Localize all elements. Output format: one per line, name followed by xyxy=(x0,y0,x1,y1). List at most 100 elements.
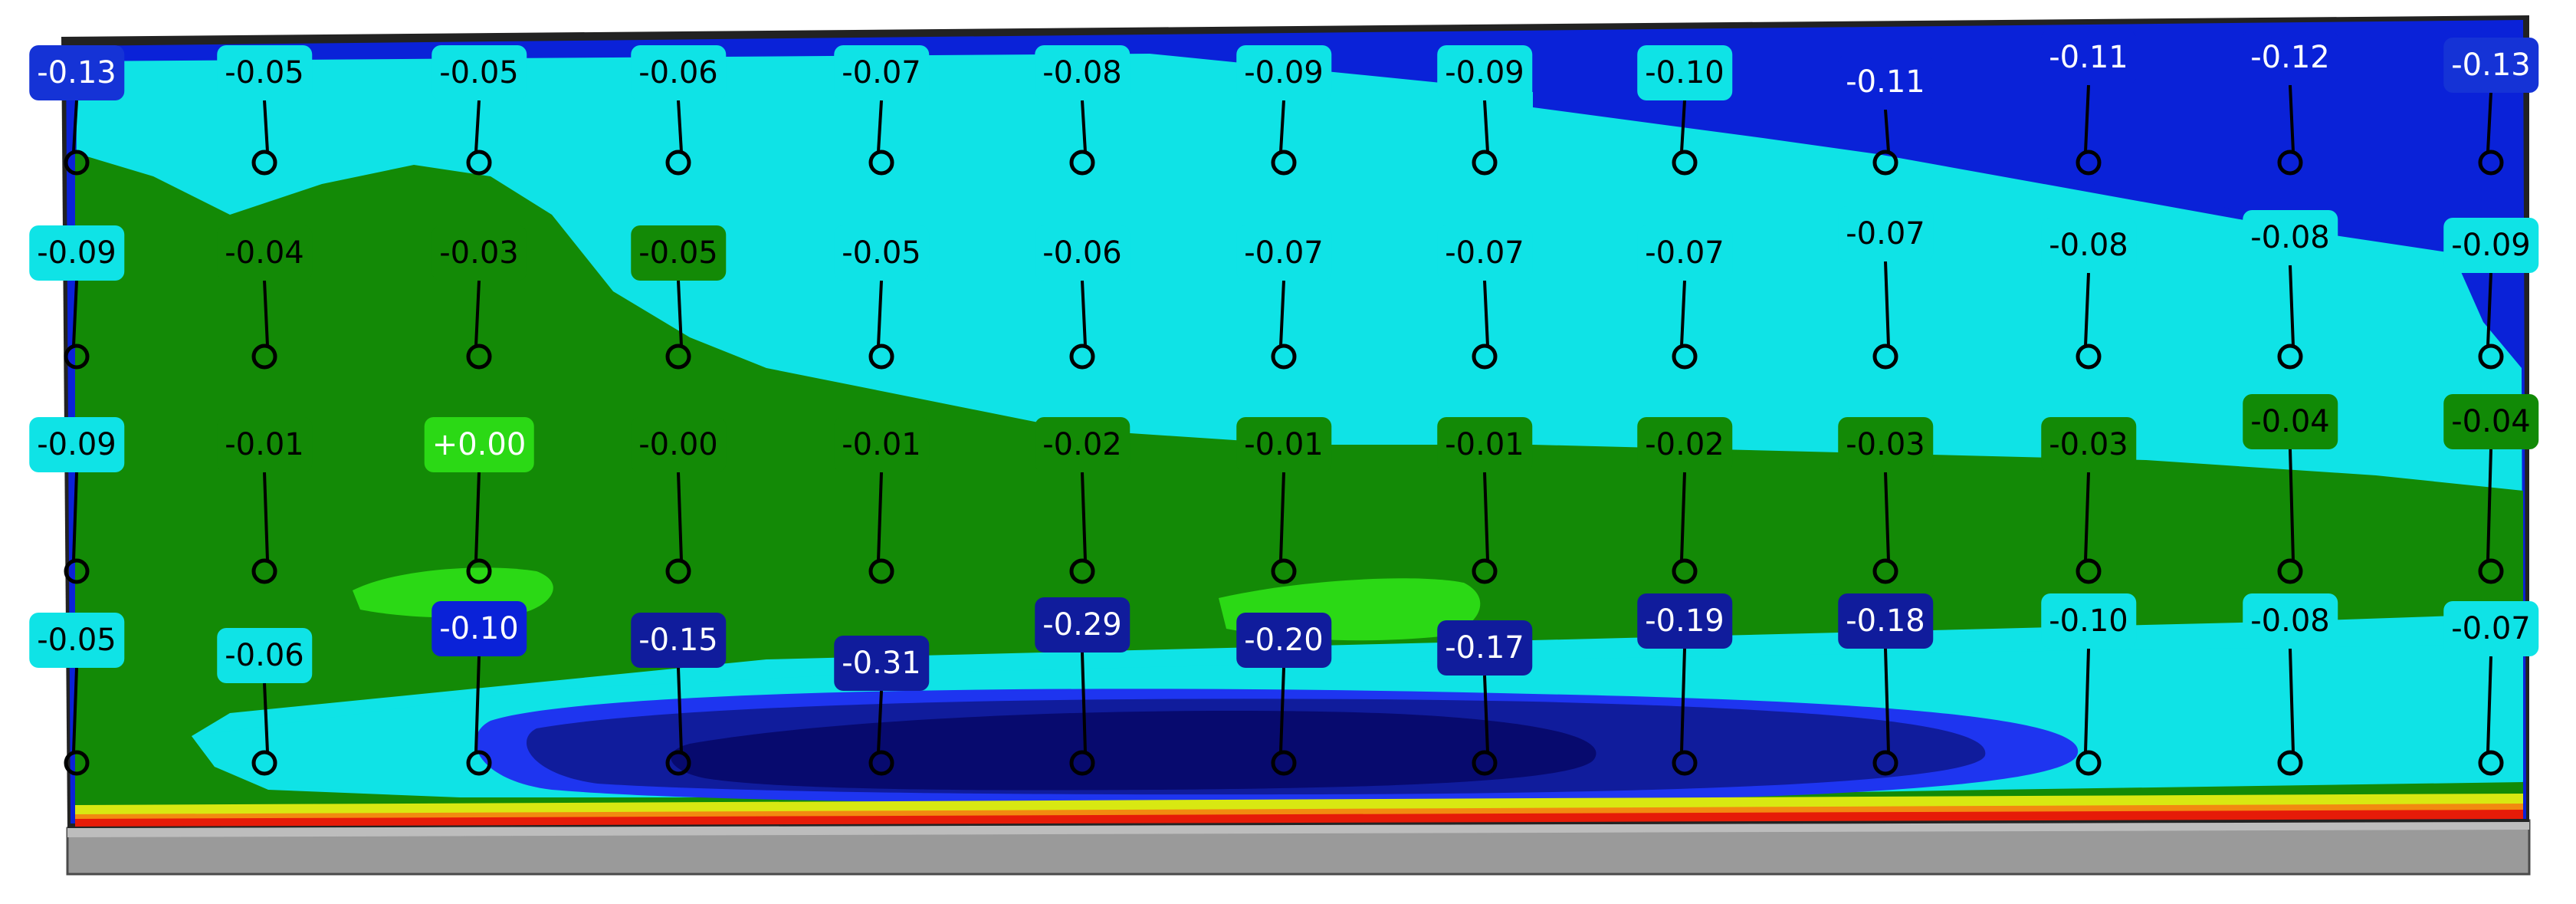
probe-point-marker xyxy=(64,150,90,176)
probe-value-label: -0.02 xyxy=(1035,417,1130,472)
probe-value-label: -0.09 xyxy=(1236,45,1331,100)
probe-value-label: -0.01 xyxy=(217,417,312,472)
probe-value-label: -0.08 xyxy=(1035,45,1130,100)
probe-point-marker xyxy=(466,750,492,776)
probe-leader-line xyxy=(2289,84,2295,153)
probe-point-marker xyxy=(2478,344,2504,370)
probe-value-label: +0.00 xyxy=(424,417,534,472)
probe-point-marker xyxy=(2478,150,2504,176)
probe-layer xyxy=(64,84,2504,776)
probe-value-label: -0.18 xyxy=(1838,593,1933,649)
probe-point-marker xyxy=(1872,750,1898,776)
probe-point-marker xyxy=(868,750,894,776)
probe-value-label: -0.09 xyxy=(1437,45,1532,100)
probe-point-marker xyxy=(1872,150,1898,176)
probe-value-label: -0.07 xyxy=(834,45,929,100)
probe-point-marker xyxy=(251,558,277,584)
probe-leader-line xyxy=(263,280,269,347)
probe-point-marker xyxy=(1472,150,1498,176)
probe-value-label: -0.13 xyxy=(2443,38,2538,93)
probe-value-label: -0.07 xyxy=(1838,206,1933,261)
probe-point-marker xyxy=(251,150,277,176)
probe-leader-line xyxy=(2289,648,2295,753)
probe-leader-line xyxy=(2289,449,2295,561)
probe-point-marker xyxy=(251,344,277,370)
probe-leader-line xyxy=(263,682,269,753)
probe-point-marker xyxy=(868,344,894,370)
probe-point-marker xyxy=(665,558,691,584)
probe-leader-line xyxy=(2084,472,2090,561)
probe-leader-line xyxy=(877,280,883,347)
probe-value-label: -0.06 xyxy=(631,45,726,100)
probe-leader-line xyxy=(1081,472,1087,561)
probe-point-marker xyxy=(1069,558,1095,584)
probe-value-label: -0.05 xyxy=(217,45,312,100)
probe-leader-line xyxy=(2084,84,2090,153)
probe-value-label: -0.11 xyxy=(2041,30,2136,85)
probe-value-label: -0.06 xyxy=(217,628,312,683)
probe-leader-line xyxy=(1081,100,1087,153)
probe-point-marker xyxy=(1069,750,1095,776)
probe-value-label: -0.04 xyxy=(2243,394,2338,449)
probe-leader-line xyxy=(72,472,78,561)
probe-point-marker xyxy=(2478,558,2504,584)
probe-value-label: -0.06 xyxy=(1035,225,1130,281)
probe-leader-line xyxy=(72,667,78,753)
probe-point-marker xyxy=(1672,750,1698,776)
probe-value-label: -0.01 xyxy=(1236,417,1331,472)
probe-point-marker xyxy=(665,150,691,176)
probe-leader-line xyxy=(474,656,481,753)
probe-leader-line xyxy=(1483,675,1489,753)
probe-leader-line xyxy=(1279,472,1285,561)
probe-value-label: -0.04 xyxy=(217,225,312,281)
probe-point-marker xyxy=(466,558,492,584)
probe-value-label: -0.01 xyxy=(1437,417,1532,472)
probe-value-label: -0.11 xyxy=(1838,54,1933,110)
probe-leader-line xyxy=(2486,92,2492,153)
probe-leader-line xyxy=(474,100,481,153)
probe-value-label: -0.01 xyxy=(834,417,929,472)
probe-value-label: -0.29 xyxy=(1035,597,1130,653)
probe-point-marker xyxy=(64,344,90,370)
probe-point-marker xyxy=(1472,344,1498,370)
probe-value-label: -0.02 xyxy=(1637,417,1732,472)
probe-value-label: -0.08 xyxy=(2243,593,2338,649)
probe-leader-line xyxy=(474,280,481,347)
probe-point-marker xyxy=(2478,750,2504,776)
probe-value-label: -0.10 xyxy=(432,601,527,656)
probe-point-marker xyxy=(1069,344,1095,370)
probe-leader-line xyxy=(877,690,883,753)
probe-leader-line xyxy=(72,100,78,153)
probe-leader-line xyxy=(1884,648,1890,753)
probe-leader-line xyxy=(1279,100,1285,153)
probe-leader-line xyxy=(72,280,78,347)
probe-point-marker xyxy=(466,344,492,370)
probe-point-marker xyxy=(2277,344,2303,370)
probe-value-label: -0.07 xyxy=(1236,225,1331,281)
probe-point-marker xyxy=(1069,150,1095,176)
probe-point-marker xyxy=(251,750,277,776)
probe-value-label: -0.09 xyxy=(29,417,124,472)
probe-leader-line xyxy=(2084,272,2090,347)
probe-point-marker xyxy=(1472,558,1498,584)
probe-point-marker xyxy=(2277,150,2303,176)
probe-value-label: -0.19 xyxy=(1637,593,1732,649)
probe-point-marker xyxy=(1672,344,1698,370)
probe-value-label: -0.07 xyxy=(1637,225,1732,281)
probe-value-label: -0.05 xyxy=(29,613,124,668)
probe-leader-line xyxy=(1081,652,1087,753)
probe-point-marker xyxy=(1271,750,1297,776)
probe-value-label: -0.15 xyxy=(631,613,726,668)
probe-point-marker xyxy=(1672,558,1698,584)
probe-value-label: -0.07 xyxy=(1437,225,1532,281)
probe-leader-line xyxy=(1279,280,1285,347)
probe-value-label: -0.07 xyxy=(2443,601,2538,656)
probe-value-label: -0.00 xyxy=(631,417,726,472)
probe-leader-line xyxy=(1884,109,1890,153)
probe-value-label: -0.09 xyxy=(29,225,124,281)
probe-leader-line xyxy=(2486,272,2492,347)
probe-leader-line xyxy=(677,472,683,561)
probe-value-label: -0.03 xyxy=(432,225,527,281)
probe-point-marker xyxy=(1872,344,1898,370)
probe-value-label: -0.03 xyxy=(2041,417,2136,472)
